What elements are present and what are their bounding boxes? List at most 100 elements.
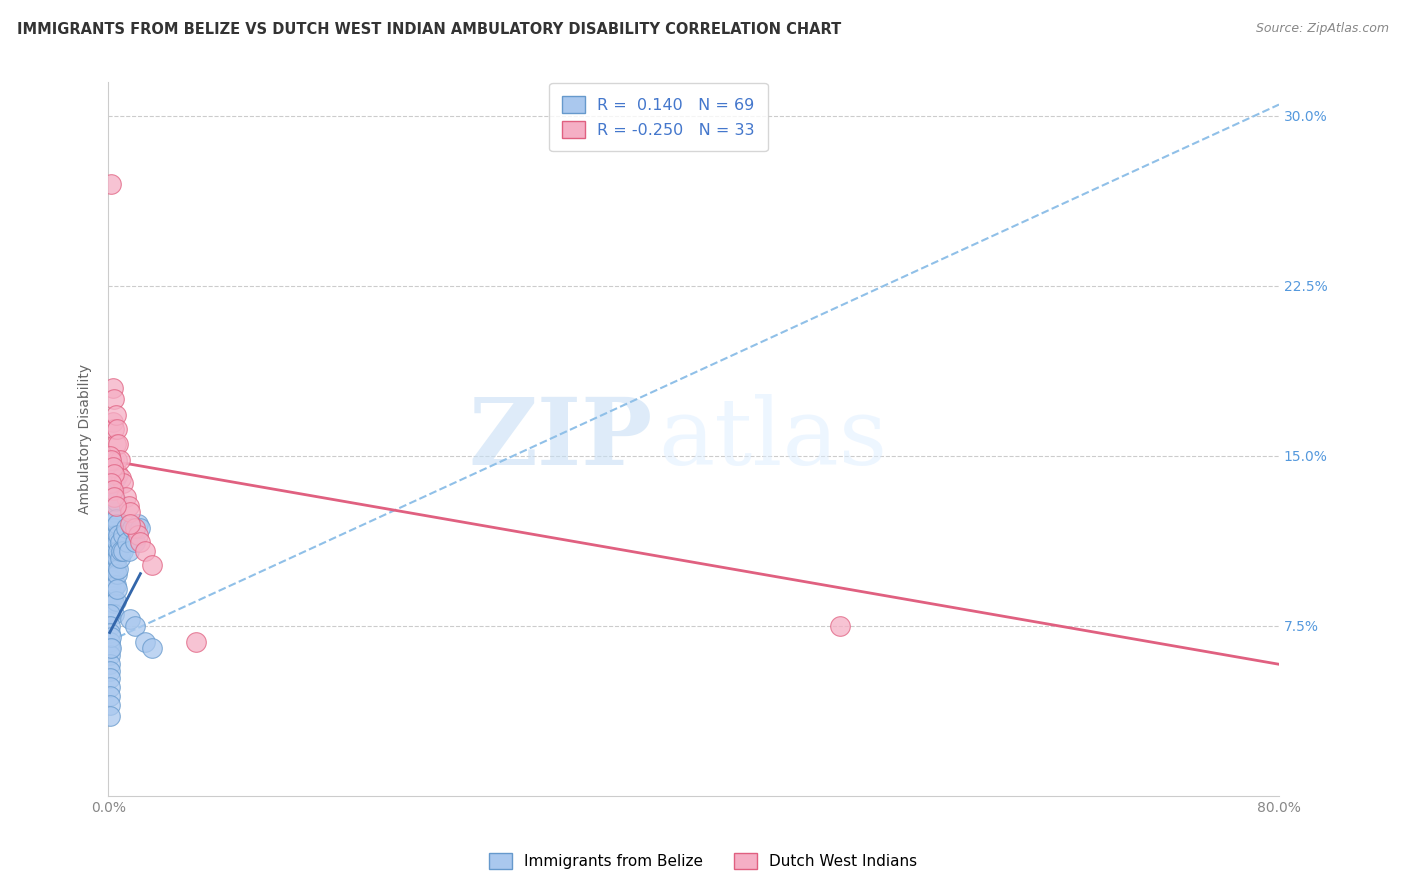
Point	[120, 612, 142, 626]
Point	[127, 528, 149, 542]
Point	[98, 680, 121, 694]
Point	[100, 177, 122, 191]
Point	[100, 550, 122, 565]
Point	[105, 516, 128, 531]
Point	[101, 589, 124, 603]
Point	[141, 641, 163, 656]
Point	[101, 540, 124, 554]
Point	[127, 516, 149, 531]
Point	[98, 698, 121, 712]
Point	[100, 574, 122, 588]
Text: Source: ZipAtlas.com: Source: ZipAtlas.com	[1256, 22, 1389, 36]
Text: ZIP: ZIP	[468, 393, 652, 483]
Point	[184, 634, 207, 648]
Point	[101, 562, 124, 576]
Point	[104, 499, 127, 513]
Point	[98, 689, 121, 703]
Point	[98, 607, 121, 622]
Point	[117, 535, 139, 549]
Point	[107, 562, 129, 576]
Point	[104, 544, 127, 558]
Point	[104, 471, 127, 485]
Point	[108, 550, 131, 565]
Point	[103, 521, 125, 535]
Text: atlas: atlas	[658, 393, 887, 483]
Point	[101, 415, 124, 429]
Point	[104, 528, 127, 542]
Point	[101, 460, 124, 475]
Point	[108, 535, 131, 549]
Point	[100, 540, 122, 554]
Point	[98, 641, 121, 656]
Point	[103, 392, 125, 406]
Text: IMMIGRANTS FROM BELIZE VS DUTCH WEST INDIAN AMBULATORY DISABILITY CORRELATION CH: IMMIGRANTS FROM BELIZE VS DUTCH WEST IND…	[17, 22, 841, 37]
Point	[103, 550, 125, 565]
Point	[105, 550, 128, 565]
Point	[120, 516, 142, 531]
Point	[100, 641, 122, 656]
Point	[98, 634, 121, 648]
Point	[103, 566, 125, 581]
Point	[98, 625, 121, 640]
Point	[104, 562, 127, 576]
Point	[103, 505, 125, 519]
Point	[114, 521, 136, 535]
Point	[98, 449, 121, 463]
Point	[107, 437, 129, 451]
Point	[114, 490, 136, 504]
Point	[134, 544, 156, 558]
Point	[100, 630, 122, 644]
Point	[98, 709, 121, 723]
Point	[103, 467, 125, 481]
Point	[105, 582, 128, 597]
Point	[100, 475, 122, 490]
Point	[101, 483, 124, 497]
Point	[103, 483, 125, 497]
Legend: R =  0.140   N = 69, R = -0.250   N = 33: R = 0.140 N = 69, R = -0.250 N = 33	[550, 83, 768, 151]
Point	[103, 490, 125, 504]
Point	[129, 535, 152, 549]
Point	[118, 544, 141, 558]
Point	[107, 467, 129, 481]
Point	[101, 528, 124, 542]
Point	[98, 664, 121, 678]
Point	[103, 421, 125, 435]
Point	[104, 512, 127, 526]
Point	[111, 544, 134, 558]
Point	[107, 544, 129, 558]
Point	[103, 580, 125, 594]
Point	[124, 521, 146, 535]
Point	[110, 544, 132, 558]
Point	[118, 499, 141, 513]
Point	[98, 619, 121, 633]
Legend: Immigrants from Belize, Dutch West Indians: Immigrants from Belize, Dutch West India…	[482, 847, 924, 875]
Point	[100, 453, 122, 467]
Point	[104, 494, 127, 508]
Point	[101, 550, 124, 565]
Point	[101, 494, 124, 508]
Point	[98, 648, 121, 663]
Point	[103, 607, 125, 622]
Point	[124, 535, 146, 549]
Y-axis label: Ambulatory Disability: Ambulatory Disability	[79, 364, 93, 514]
Point	[110, 471, 132, 485]
Point	[105, 453, 128, 467]
Point	[111, 475, 134, 490]
Point	[108, 453, 131, 467]
Point	[828, 619, 851, 633]
Point	[103, 535, 125, 549]
Point	[121, 521, 143, 535]
Point	[104, 437, 127, 451]
Point	[111, 528, 134, 542]
Point	[100, 584, 122, 599]
Point	[134, 634, 156, 648]
Point	[107, 528, 129, 542]
Point	[98, 657, 121, 672]
Point	[124, 619, 146, 633]
Point	[103, 596, 125, 610]
Point	[98, 671, 121, 685]
Point	[105, 566, 128, 581]
Point	[101, 516, 124, 531]
Point	[129, 521, 152, 535]
Point	[104, 408, 127, 422]
